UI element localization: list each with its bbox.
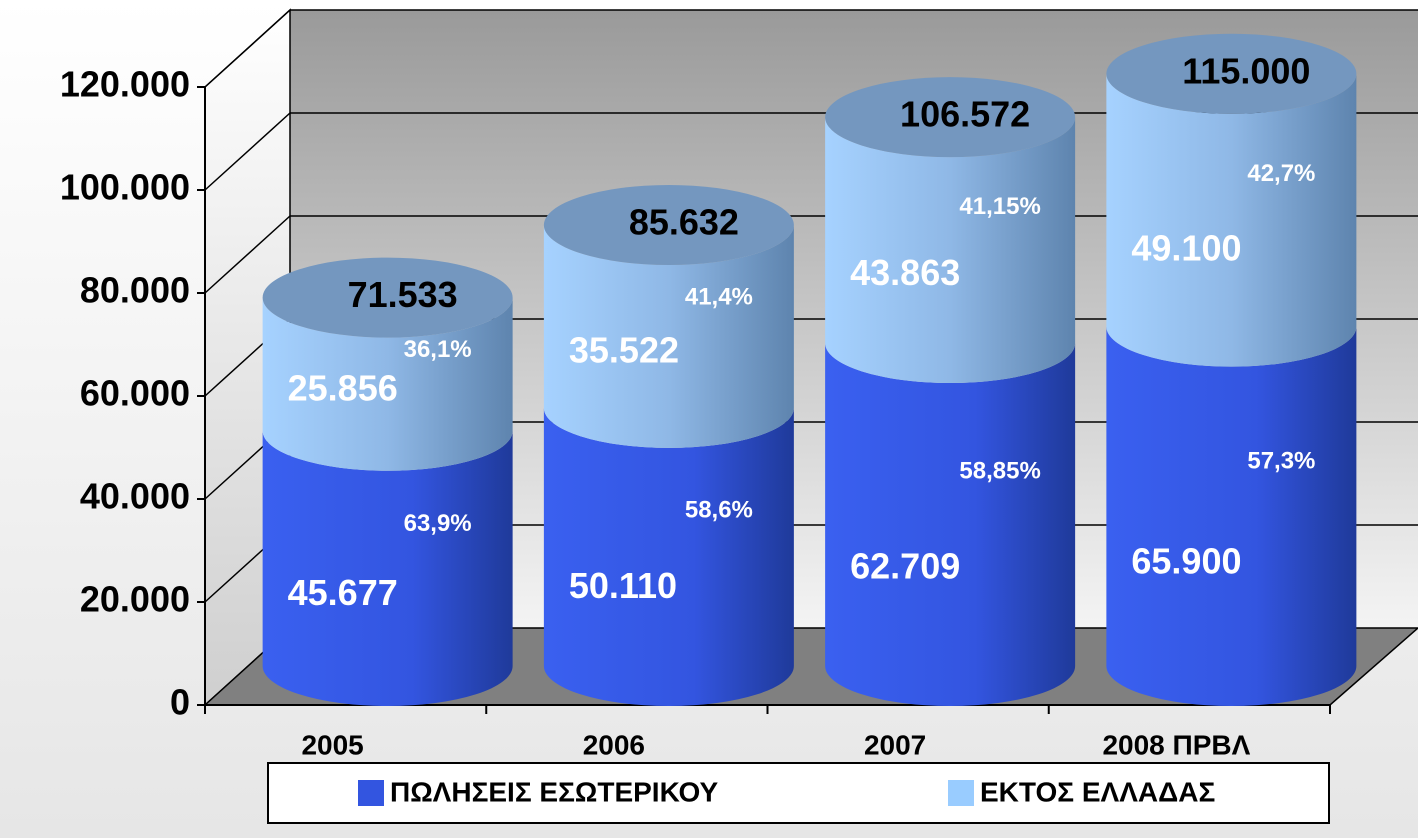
- cylinder-segment: [825, 343, 1076, 706]
- cylinder-top: [543, 184, 794, 265]
- percent-label: 63,9%: [404, 510, 472, 537]
- cylinder-segment: [1106, 326, 1357, 706]
- cylinder-top: [825, 77, 1076, 158]
- percent-label: 42,7%: [1247, 160, 1315, 187]
- cylinder-top: [262, 257, 513, 338]
- total-label: 115.000: [1182, 50, 1310, 91]
- legend-label: ΠΩΛΗΣΕΙΣ ΕΣΩΤΕΡΙΚΟΥ: [390, 776, 719, 807]
- y-tick-label: 120.000: [60, 64, 190, 105]
- y-tick-label: 80.000: [80, 270, 190, 311]
- y-tick-label: 100.000: [60, 167, 190, 208]
- value-label: 43.863: [850, 252, 960, 293]
- percent-label: 58,6%: [685, 497, 753, 524]
- y-tick-label: 40.000: [80, 476, 190, 517]
- y-tick-label: 20.000: [80, 579, 190, 620]
- x-tick-label: 2006: [583, 729, 645, 760]
- grid-line: [204, 112, 291, 191]
- total-label: 106.572: [900, 94, 1030, 135]
- y-tick-label: 60.000: [80, 373, 190, 414]
- percent-label: 36,1%: [404, 336, 472, 363]
- grid-line: [204, 9, 291, 88]
- legend-swatch: [948, 780, 974, 806]
- total-label: 85.632: [629, 202, 739, 243]
- total-label: 71.533: [348, 274, 458, 315]
- percent-label: 41,4%: [685, 284, 753, 311]
- value-label: 25.856: [288, 367, 398, 408]
- x-tick-label: 2008 ΠΡΒΛ: [1102, 729, 1250, 760]
- cylinder-segment: [543, 224, 794, 448]
- x-tick-label: 2007: [864, 729, 926, 760]
- value-label: 65.900: [1131, 541, 1241, 582]
- value-label: 35.522: [569, 330, 679, 371]
- cylinder-segment: [262, 430, 513, 706]
- grid-line: [204, 215, 291, 294]
- percent-label: 41,15%: [959, 193, 1040, 220]
- value-label: 49.100: [1131, 227, 1241, 268]
- value-label: 50.110: [569, 565, 677, 606]
- cylinder-top: [1106, 33, 1357, 114]
- legend-swatch: [358, 780, 384, 806]
- cylinder-segment: [1106, 73, 1357, 367]
- cylinder-segment: [825, 117, 1076, 384]
- y-tick-label: 0: [170, 682, 190, 723]
- legend-label: ΕΚΤΟΣ ΕΛΛΑΔΑΣ: [980, 776, 1215, 807]
- percent-label: 58,85%: [959, 458, 1040, 485]
- cylinder-segment: [262, 297, 513, 471]
- x-tick-label: 2005: [301, 729, 363, 760]
- value-label: 62.709: [850, 546, 960, 587]
- percent-label: 57,3%: [1247, 448, 1315, 475]
- legend: [267, 762, 1330, 824]
- value-label: 45.677: [288, 572, 398, 613]
- cylinder-segment: [543, 407, 794, 706]
